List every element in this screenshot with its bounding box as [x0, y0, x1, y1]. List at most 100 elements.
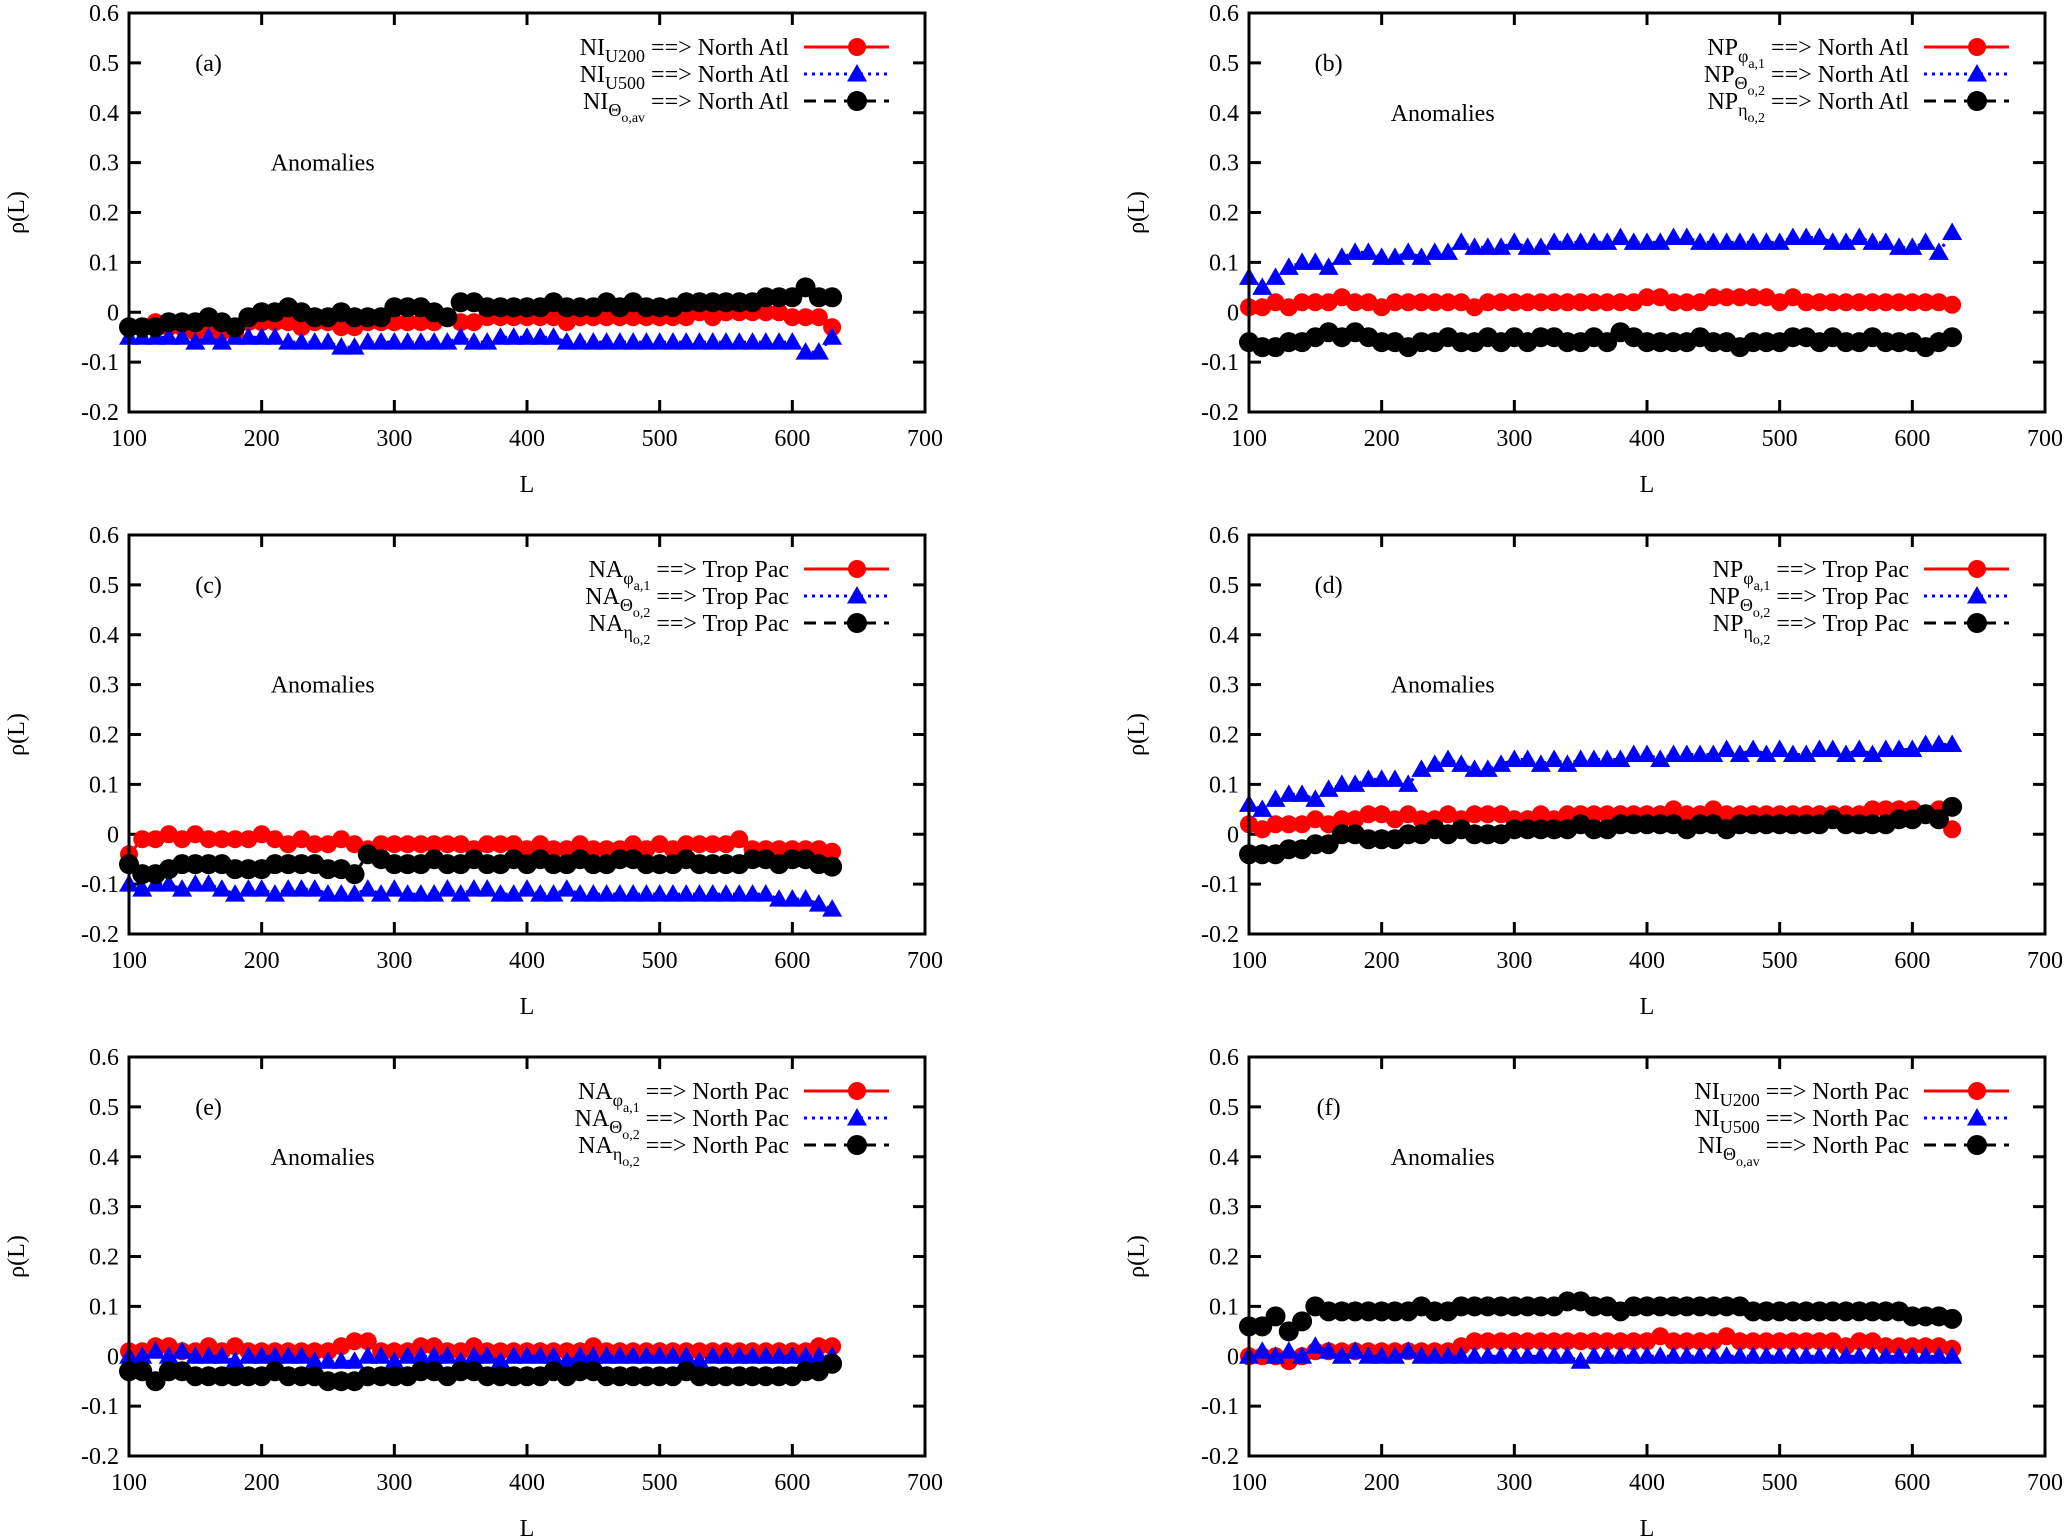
- data-point: [357, 332, 378, 350]
- series-NA-Θo,2: [119, 874, 843, 917]
- data-point: [1943, 820, 1962, 839]
- data-point: [1477, 1346, 1498, 1364]
- data-point: [623, 332, 644, 350]
- data-point: [1889, 237, 1910, 255]
- data-point: [1677, 293, 1696, 312]
- data-point: [503, 1346, 524, 1364]
- data-point: [1677, 805, 1696, 824]
- data-point: [1836, 232, 1856, 250]
- data-point: [225, 884, 246, 902]
- data-point: [742, 332, 763, 350]
- legend-entry: NAΘo,2 ==> Trop Pac: [585, 584, 889, 621]
- y-tick-label: -0.2: [81, 400, 119, 426]
- x-tick-label: 300: [376, 948, 412, 974]
- data-point: [225, 1351, 246, 1369]
- legend-target: ==> North Atl: [651, 62, 789, 88]
- x-axis-label: L: [520, 1516, 535, 1539]
- data-point: [1663, 227, 1684, 245]
- data-point: [1583, 749, 1604, 767]
- legend-target: ==> North Atl: [1771, 89, 1909, 115]
- data-point: [1598, 293, 1617, 312]
- x-tick-label: 700: [907, 948, 943, 974]
- legend-sub: Θ: [620, 595, 633, 615]
- legend-subsub: a,1: [634, 579, 651, 594]
- data-point: [649, 884, 670, 902]
- data-point: [1571, 293, 1590, 312]
- data-point: [770, 840, 789, 859]
- data-point: [145, 1341, 166, 1359]
- data-point: [358, 1332, 377, 1351]
- data-point: [703, 835, 722, 854]
- data-point: [1902, 739, 1923, 757]
- y-tick-label: 0.2: [1209, 1245, 1239, 1271]
- data-point: [823, 842, 842, 861]
- legend-subsub: a,1: [1748, 57, 1765, 72]
- x-axis-label: L: [520, 472, 535, 498]
- legend-target: ==> North Pac: [1766, 1079, 1909, 1105]
- data-point: [1279, 815, 1298, 834]
- data-point: [1292, 1346, 1313, 1364]
- data-point: [1624, 1332, 1643, 1351]
- data-point: [609, 332, 630, 350]
- legend-marker: [1967, 1108, 1987, 1126]
- x-tick-label: 400: [509, 426, 545, 452]
- y-tick-label: 0.3: [89, 1195, 119, 1221]
- data-point: [490, 884, 511, 902]
- data-point: [808, 342, 829, 360]
- data-point: [1451, 1346, 1472, 1364]
- data-point: [185, 874, 206, 892]
- y-axis-label: ρ(L): [4, 1235, 30, 1278]
- data-point: [1531, 1332, 1550, 1351]
- data-point: [1889, 739, 1910, 757]
- data-point: [278, 1346, 299, 1364]
- data-point: [556, 879, 577, 897]
- series-NA-Θo,2: [119, 1341, 843, 1369]
- legend-sub: Θ: [1723, 1144, 1736, 1164]
- data-point: [397, 1346, 418, 1364]
- data-point: [1292, 784, 1313, 802]
- data-point: [1862, 1346, 1883, 1364]
- data-point: [371, 1346, 392, 1364]
- data-point: [1650, 232, 1671, 250]
- data-point: [477, 1346, 498, 1364]
- data-point: [1875, 232, 1896, 250]
- data-point: [1583, 1346, 1604, 1364]
- annotation-text: Anomalies: [1391, 1145, 1495, 1171]
- data-point: [716, 884, 736, 902]
- x-axis-label: L: [1640, 1516, 1655, 1539]
- y-tick-label: 0: [1227, 300, 1239, 326]
- x-tick-label: 500: [642, 426, 678, 452]
- data-point: [1942, 796, 1963, 817]
- legend-label: NPηo,2 ==> North Atl: [1707, 89, 1909, 126]
- panel-label: (d): [1315, 573, 1343, 599]
- annotation-text: Anomalies: [271, 673, 375, 699]
- data-point: [1730, 288, 1749, 307]
- legend-base: NA: [589, 557, 624, 583]
- data-point: [1769, 1346, 1790, 1364]
- legend-target: ==> Trop Pac: [656, 557, 789, 583]
- legend-target: ==> North Atl: [1771, 35, 1909, 61]
- data-point: [1782, 744, 1803, 762]
- legend-label: NIU200 ==> North Pac: [1694, 1079, 1909, 1110]
- data-point: [1438, 749, 1458, 767]
- y-tick-label: 0: [107, 1344, 119, 1370]
- data-point: [384, 332, 405, 350]
- data-point: [397, 332, 418, 350]
- data-point: [716, 1346, 736, 1364]
- data-point: [463, 332, 484, 350]
- legend-entry: NIΘo,av ==> North Atl: [583, 89, 889, 126]
- data-point: [198, 327, 219, 345]
- data-point: [211, 332, 232, 350]
- data-point: [345, 1332, 364, 1351]
- data-point: [1810, 1332, 1829, 1351]
- data-point: [517, 327, 537, 345]
- data-point: [132, 1346, 153, 1364]
- data-point: [1783, 1332, 1802, 1351]
- data-point: [1252, 799, 1273, 817]
- x-tick-label: 500: [1762, 1470, 1798, 1496]
- legend-marker: [848, 560, 866, 578]
- data-point: [1598, 1332, 1617, 1351]
